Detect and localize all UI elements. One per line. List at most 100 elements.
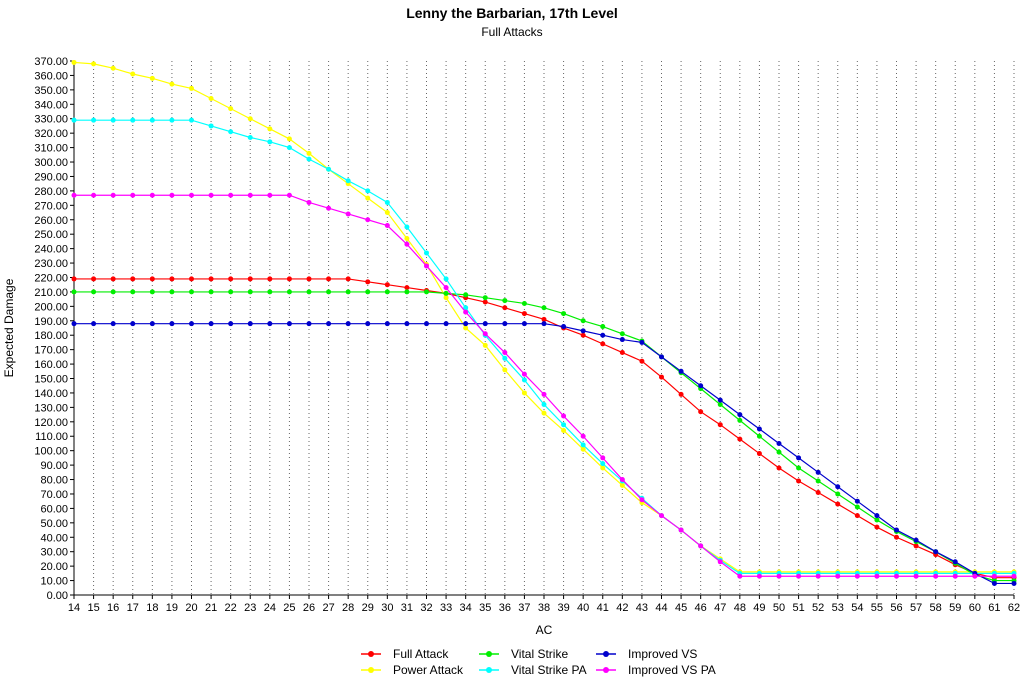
data-point <box>424 250 429 255</box>
data-point <box>130 71 135 76</box>
x-tick-label: 30 <box>381 602 393 614</box>
data-point <box>698 543 703 548</box>
data-point <box>855 574 860 579</box>
y-tick-label: 180.00 <box>34 330 68 342</box>
data-point <box>326 206 331 211</box>
data-point <box>346 321 351 326</box>
data-point <box>796 455 801 460</box>
data-point <box>502 321 507 326</box>
x-tick-label: 23 <box>244 602 256 614</box>
data-point <box>581 333 586 338</box>
data-point <box>91 276 96 281</box>
data-point <box>816 470 821 475</box>
data-point <box>91 193 96 198</box>
data-point <box>91 289 96 294</box>
data-point <box>463 326 468 331</box>
legend-label: Full Attack <box>393 647 449 661</box>
data-point <box>679 528 684 533</box>
data-point <box>424 321 429 326</box>
legend-item: Full Attack <box>361 647 449 661</box>
data-point <box>992 581 997 586</box>
y-tick-label: 310.00 <box>34 143 68 155</box>
data-point <box>444 276 449 281</box>
data-point <box>757 427 762 432</box>
y-tick-label: 170.00 <box>34 345 68 357</box>
data-point <box>189 193 194 198</box>
y-tick-label: 360.00 <box>34 70 68 82</box>
data-point <box>346 178 351 183</box>
data-point <box>404 285 409 290</box>
x-tick-label: 44 <box>655 602 667 614</box>
data-point <box>189 276 194 281</box>
legend-swatch-marker <box>603 651 609 657</box>
data-point <box>502 305 507 310</box>
data-point <box>718 402 723 407</box>
data-point <box>424 289 429 294</box>
data-point <box>835 574 840 579</box>
x-tick-label: 41 <box>597 602 609 614</box>
y-tick-label: 90.00 <box>40 460 68 472</box>
data-point <box>718 559 723 564</box>
data-point <box>287 276 292 281</box>
x-tick-label: 38 <box>538 602 550 614</box>
data-point <box>209 193 214 198</box>
data-point <box>72 118 77 123</box>
data-point <box>522 301 527 306</box>
x-tick-label: 35 <box>479 602 491 614</box>
y-tick-label: 250.00 <box>34 229 68 241</box>
x-tick-label: 36 <box>499 602 511 614</box>
legend-swatch-marker <box>486 667 492 673</box>
x-tick-label: 60 <box>969 602 981 614</box>
y-tick-label: 110.00 <box>35 431 68 443</box>
y-tick-label: 210.00 <box>34 287 68 299</box>
data-point <box>698 409 703 414</box>
y-tick-label: 130.00 <box>34 402 68 414</box>
data-point <box>542 321 547 326</box>
y-tick-label: 370.00 <box>34 56 68 68</box>
data-point <box>365 279 370 284</box>
y-tick-label: 150.00 <box>34 374 68 386</box>
data-point <box>561 428 566 433</box>
data-point <box>287 145 292 150</box>
data-point <box>483 300 488 305</box>
data-point <box>679 369 684 374</box>
data-point <box>953 574 958 579</box>
x-tick-label: 51 <box>792 602 804 614</box>
x-tick-label: 25 <box>283 602 295 614</box>
data-point <box>874 525 879 530</box>
data-point <box>209 276 214 281</box>
legend-swatch-marker <box>368 667 374 673</box>
y-tick-label: 340.00 <box>34 99 68 111</box>
data-point <box>111 321 116 326</box>
data-point <box>404 236 409 241</box>
data-point <box>248 193 253 198</box>
data-point <box>365 217 370 222</box>
data-point <box>502 350 507 355</box>
y-axis-title: Expected Damage <box>2 278 16 377</box>
data-point <box>150 193 155 198</box>
data-point <box>189 321 194 326</box>
y-tick-label: 260.00 <box>34 215 68 227</box>
plot-area: 0.00 10.00 20.00 30.00 40.00 50.00 60.00 70.00 8… <box>34 56 1020 614</box>
data-point <box>561 311 566 316</box>
data-point <box>130 321 135 326</box>
data-point <box>777 465 782 470</box>
data-point <box>385 289 390 294</box>
y-tick-label: 290.00 <box>34 171 68 183</box>
x-tick-label: 42 <box>616 602 628 614</box>
data-point <box>346 276 351 281</box>
data-point <box>855 499 860 504</box>
data-point <box>365 188 370 193</box>
data-point <box>91 61 96 66</box>
legend-label: Vital Strike <box>511 647 568 661</box>
y-tick-label: 30.00 <box>40 547 68 559</box>
data-point <box>267 321 272 326</box>
data-point <box>130 276 135 281</box>
data-point <box>600 333 605 338</box>
data-point <box>659 513 664 518</box>
x-tick-label: 53 <box>832 602 844 614</box>
data-point <box>72 193 77 198</box>
x-tick-label: 16 <box>107 602 119 614</box>
data-point <box>91 321 96 326</box>
data-point <box>639 340 644 345</box>
